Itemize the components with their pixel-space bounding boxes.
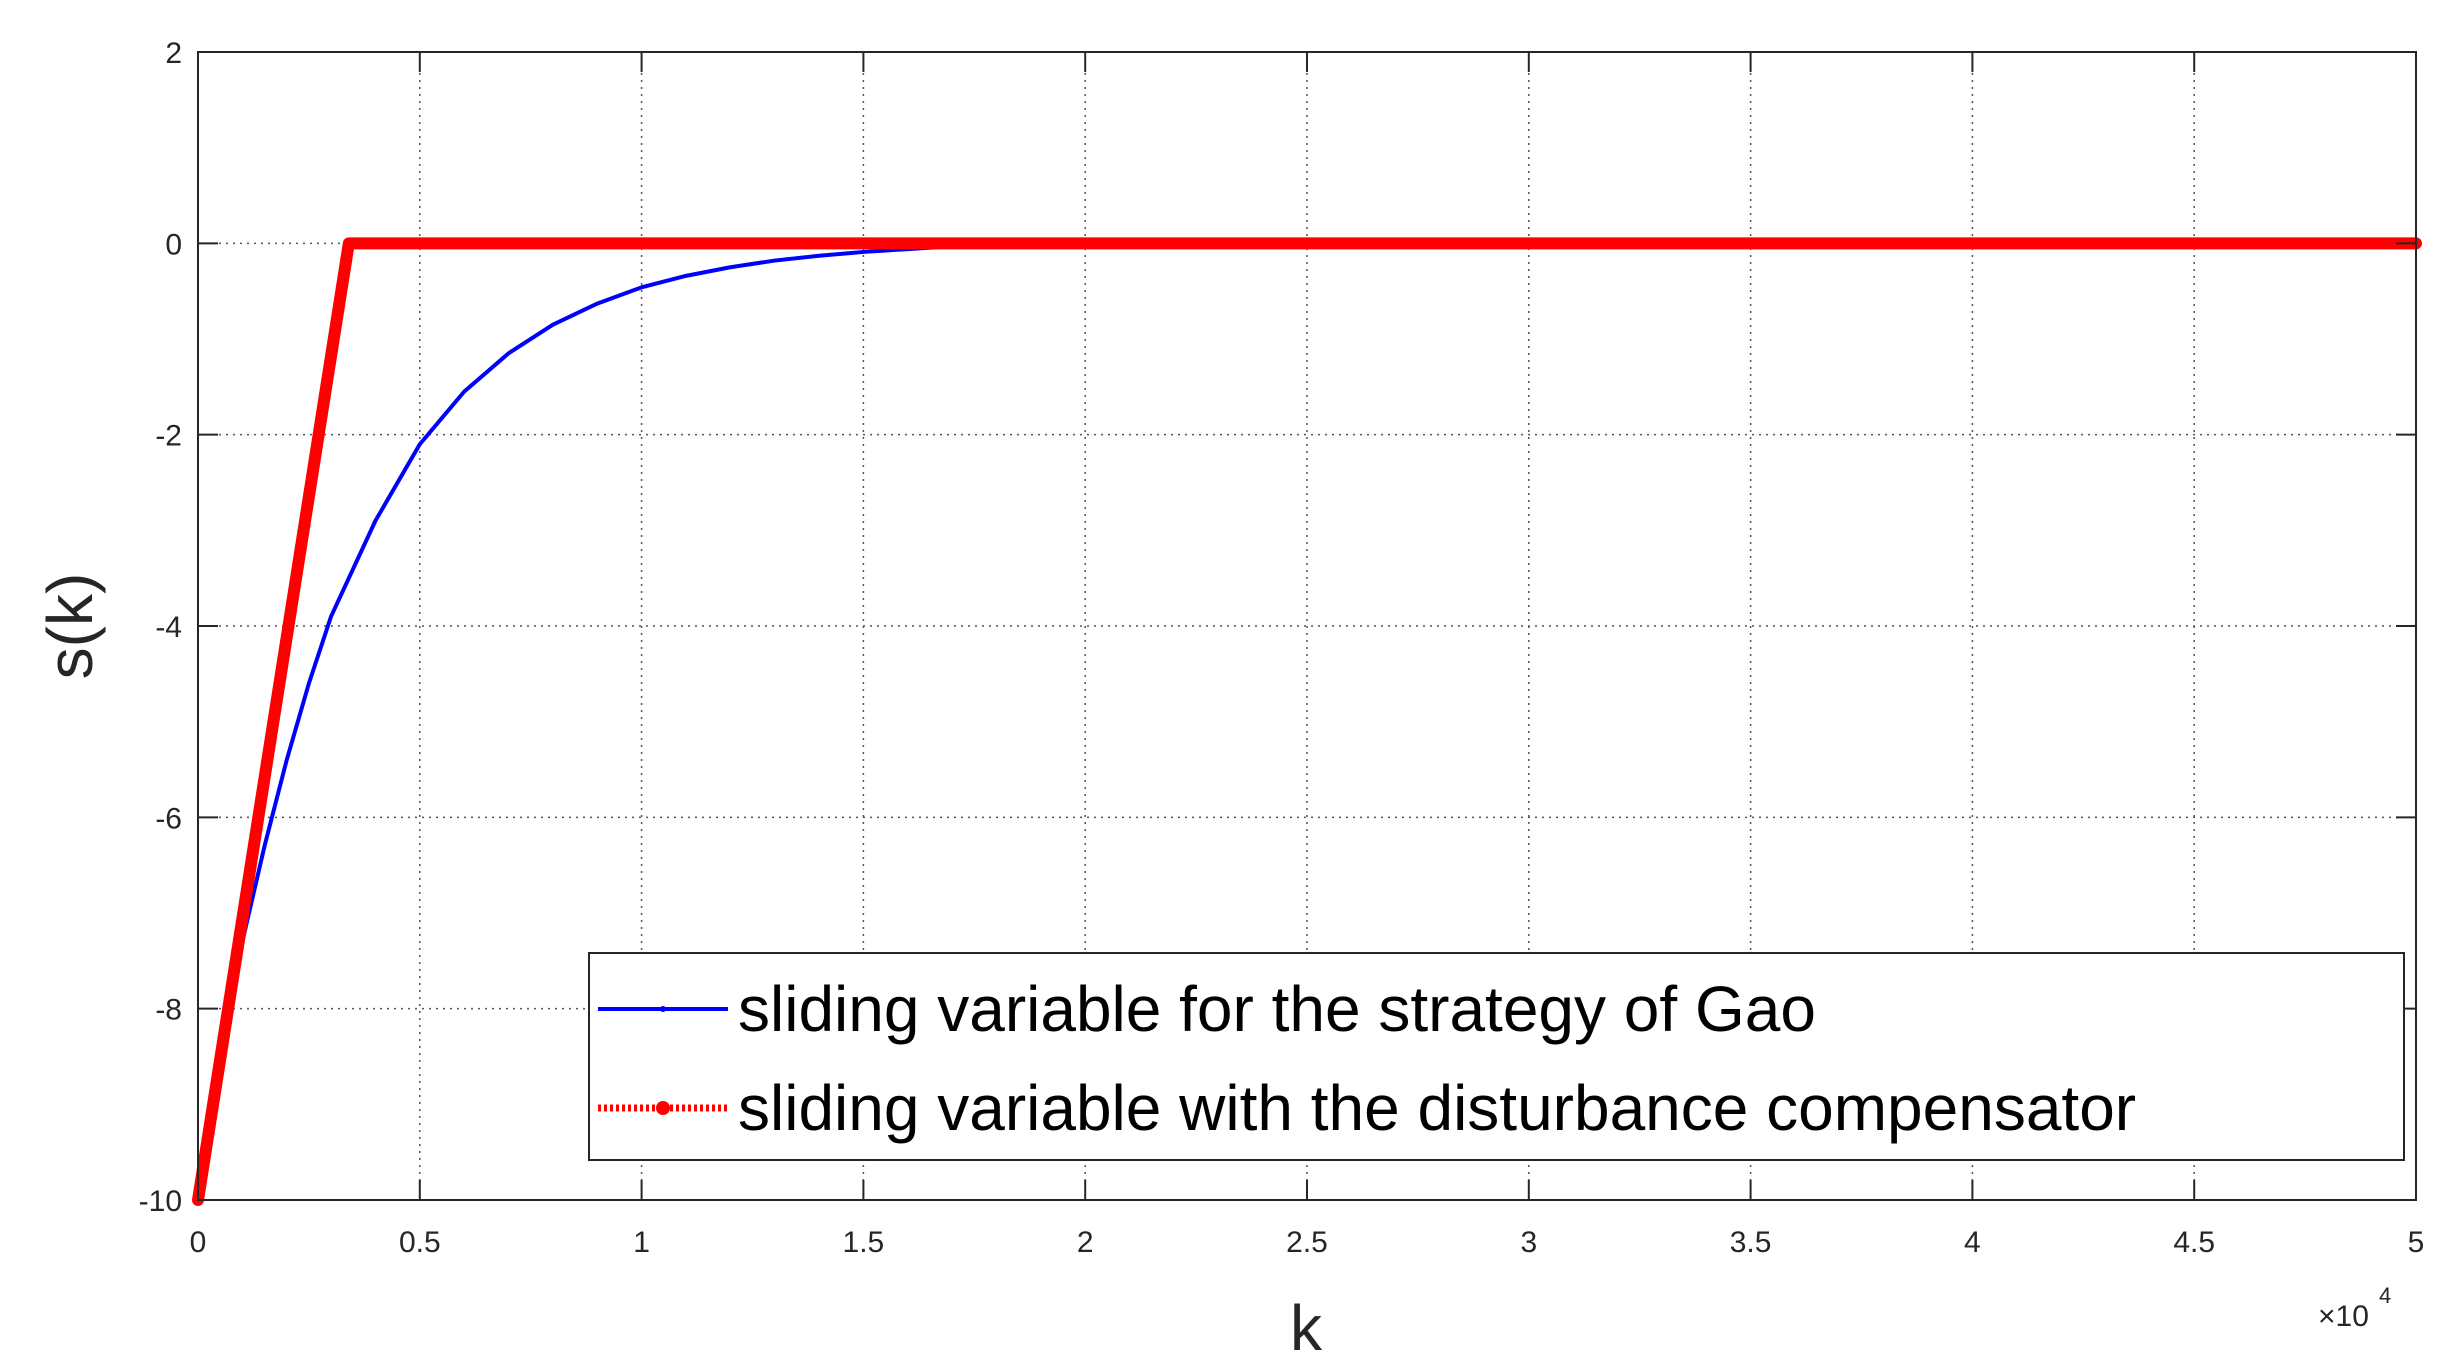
y-tick-labels: 2 0 -2 -4 -6 -8 -10	[139, 37, 182, 1218]
legend-label-compensator: sliding variable with the disturbance co…	[738, 1072, 2136, 1144]
x-tick-label: 2.5	[1286, 1226, 1328, 1259]
x-tick-label: 0	[190, 1226, 207, 1259]
legend-entry-gao: sliding variable for the strategy of Gao	[598, 973, 1816, 1045]
x-tick-label: 4	[1964, 1226, 1981, 1259]
series-layer	[192, 237, 2422, 1206]
x-tick-label: 3	[1520, 1226, 1537, 1259]
legend-entry-compensator: sliding variable with the disturbance co…	[598, 1072, 2136, 1144]
legend-marker-compensator	[656, 1101, 670, 1115]
x-tick-label: 3.5	[1730, 1226, 1772, 1259]
legend-marker-gao	[660, 1006, 666, 1012]
x-tick-label: 5	[2408, 1226, 2425, 1259]
x-tick-label: 0.5	[399, 1226, 441, 1259]
legend-label-gao: sliding variable for the strategy of Gao	[738, 973, 1816, 1045]
legend-box	[588, 952, 2405, 1161]
x-exponent-power: 4	[2379, 1283, 2391, 1308]
x-axis-label: k	[1290, 1292, 1323, 1364]
y-tick-label: -8	[155, 994, 182, 1027]
x-tick-labels: 0 0.5 1 1.5 2 2.5 3 3.5 4 4.5 5	[190, 1226, 2425, 1259]
y-tick-label: -6	[155, 802, 182, 835]
legend: sliding variable for the strategy of Gao…	[588, 952, 2405, 1161]
x-exponent-label: ×10 4	[2318, 1283, 2391, 1333]
y-tick-label: -2	[155, 420, 182, 453]
x-tick-label: 1	[633, 1226, 650, 1259]
x-tick-label: 2	[1077, 1226, 1094, 1259]
y-tick-label: 2	[165, 37, 182, 70]
y-tick-label: -4	[155, 611, 182, 644]
x-exponent-base: ×10	[2318, 1300, 2369, 1333]
x-tick-label: 4.5	[2173, 1226, 2215, 1259]
x-tick-label: 1.5	[843, 1226, 885, 1259]
y-tick-label: -10	[139, 1185, 182, 1218]
y-axis-label: s(k)	[34, 573, 106, 680]
series-compensator-line	[192, 237, 2422, 1206]
tick-marks	[197, 51, 2417, 1201]
y-tick-label: 0	[165, 228, 182, 261]
